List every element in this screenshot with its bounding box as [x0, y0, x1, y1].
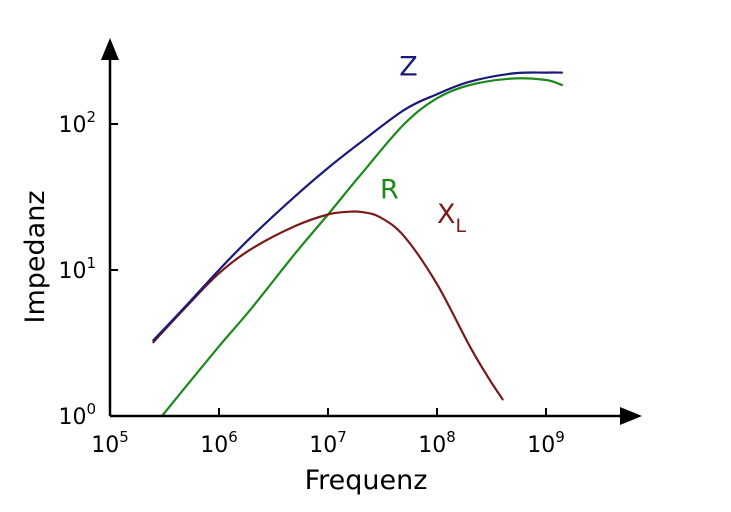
x-tick-label: 106	[200, 428, 238, 458]
axes-layer	[101, 38, 642, 425]
x-axis-title: Frequenz	[305, 465, 428, 496]
y-axis-arrow	[101, 38, 119, 60]
series-layer	[152, 71, 563, 418]
series-line-r	[160, 77, 563, 418]
x-tick-label: 107	[309, 428, 347, 458]
y-tick-label: 100	[58, 400, 96, 430]
ticks-layer: 105 106 107 108 109 100 101 102	[58, 108, 564, 458]
series-label-r: R	[380, 174, 399, 205]
x-tick-label: 105	[91, 428, 129, 458]
series-label-z: Z	[399, 51, 418, 82]
x-axis-arrow	[620, 407, 642, 425]
series-line-x	[152, 210, 504, 401]
x-tick-label: 108	[418, 428, 456, 458]
y-tick-label: 101	[58, 254, 96, 284]
y-axis-title: Impedanz	[20, 191, 51, 324]
series-line-z	[152, 71, 563, 342]
annotation-layer: Z R XL	[380, 51, 466, 236]
x-tick-label: 109	[527, 428, 565, 458]
y-tick-label: 102	[58, 108, 96, 138]
series-label-x: XL	[437, 199, 467, 237]
